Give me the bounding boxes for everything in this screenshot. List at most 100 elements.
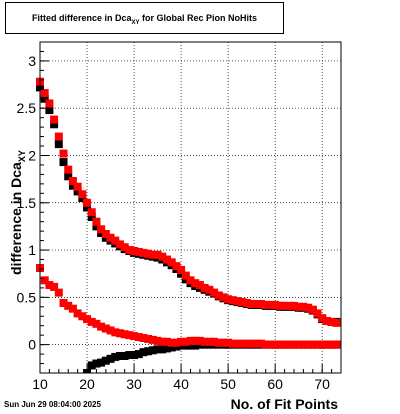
data-point-low xyxy=(257,339,266,348)
data-point-high xyxy=(134,247,143,256)
series-0 xyxy=(36,83,341,373)
title-box: Fitted difference in DcaXY for Global Re… xyxy=(5,2,284,34)
data-point-low xyxy=(101,356,110,365)
data-point-low xyxy=(247,339,256,348)
data-point-low xyxy=(153,345,162,354)
data-point-high xyxy=(224,295,233,304)
y-axis-label-main: difference in Dca xyxy=(8,162,24,275)
data-point-high xyxy=(205,285,214,294)
data-point-low xyxy=(120,330,129,339)
data-point-low xyxy=(181,337,190,346)
data-point-high xyxy=(68,181,77,190)
series-1 xyxy=(36,77,341,349)
data-point-high xyxy=(78,190,87,199)
data-point-low xyxy=(228,339,237,348)
data-point-high xyxy=(45,99,54,108)
data-point-low xyxy=(271,340,280,349)
data-point-high xyxy=(50,120,59,129)
data-point-low xyxy=(332,340,341,349)
data-point-high xyxy=(177,265,186,274)
data-point-high xyxy=(233,297,242,306)
data-point-high xyxy=(210,288,219,297)
tick-label-layer: 10 20 30 40 50 60 70 0 0.5 1 1.5 2 2.5 3 xyxy=(17,53,331,392)
data-point-low xyxy=(238,339,247,348)
data-point-high xyxy=(214,291,223,300)
data-point-high xyxy=(238,298,247,307)
data-point-low xyxy=(153,336,162,345)
data-point-low xyxy=(327,340,336,349)
data-point-low xyxy=(308,340,317,349)
data-point-low xyxy=(83,315,92,324)
data-point-high xyxy=(252,299,261,308)
y-axis-label-sub: XY xyxy=(17,150,27,163)
data-point-high xyxy=(266,300,275,309)
tick-layer xyxy=(39,50,342,374)
data-point-high xyxy=(40,94,49,103)
data-point-low xyxy=(125,331,134,340)
x-tick-label: 60 xyxy=(267,376,283,392)
data-point-low xyxy=(167,338,176,347)
data-point-low xyxy=(92,319,101,328)
data-point-low xyxy=(186,336,195,345)
data-point-low xyxy=(144,334,153,343)
x-tick-label: 40 xyxy=(173,376,189,392)
data-point-low xyxy=(242,339,251,348)
data-point-low xyxy=(115,329,124,338)
data-point-low xyxy=(224,338,233,347)
data-point-low xyxy=(130,332,139,341)
data-point-low xyxy=(266,340,275,349)
data-point-low xyxy=(219,338,228,347)
data-point-high xyxy=(332,318,341,327)
data-point-high xyxy=(242,299,251,308)
data-point-low xyxy=(101,324,110,333)
x-tick-label: 20 xyxy=(79,376,95,392)
x-axis-label: No. of Fit Points xyxy=(230,396,338,412)
data-point-low xyxy=(97,322,106,331)
data-point-high xyxy=(59,149,68,158)
data-point-low xyxy=(125,351,134,360)
data-point-high xyxy=(299,302,308,311)
data-point-high xyxy=(40,89,49,98)
data-point-high xyxy=(162,255,171,264)
data-point-high xyxy=(289,301,298,310)
data-point-high xyxy=(195,281,204,290)
data-point-low xyxy=(59,299,68,308)
data-point-high xyxy=(261,300,270,309)
data-point-low xyxy=(68,304,77,313)
y-tick-label: 0 xyxy=(28,337,36,353)
title-subscript: XY xyxy=(131,20,140,26)
data-point-high xyxy=(228,296,237,305)
y-tick-label: 3 xyxy=(28,53,36,69)
data-point-high xyxy=(294,302,303,311)
data-point-high xyxy=(257,299,266,308)
data-point-high xyxy=(92,222,101,231)
data-point-low xyxy=(214,338,223,347)
y-tick-label: 1 xyxy=(28,242,36,258)
data-point-high xyxy=(83,198,92,207)
data-point-high xyxy=(148,250,157,259)
data-point-low xyxy=(205,337,214,346)
data-point-low xyxy=(191,341,200,350)
data-point-high xyxy=(280,301,289,310)
x-tick-label: 70 xyxy=(314,376,330,392)
data-point-high xyxy=(308,305,317,314)
data-point-low xyxy=(106,354,115,363)
data-point-low xyxy=(106,326,115,335)
x-tick-label: 10 xyxy=(32,376,48,392)
data-point-high xyxy=(275,301,284,310)
data-point-high xyxy=(115,240,124,249)
data-point-low xyxy=(50,282,59,291)
data-point-low xyxy=(73,309,82,318)
data-point-high xyxy=(125,246,134,255)
data-point-low xyxy=(139,348,148,357)
data-point-low xyxy=(172,338,181,347)
data-point-low xyxy=(233,339,242,348)
x-tick-label: 30 xyxy=(126,376,142,392)
data-point-low xyxy=(318,340,327,349)
data-point-high xyxy=(45,106,54,115)
data-point-low xyxy=(45,281,54,290)
data-point-low xyxy=(313,340,322,349)
data-point-low xyxy=(92,359,101,368)
data-point-high xyxy=(200,283,209,292)
